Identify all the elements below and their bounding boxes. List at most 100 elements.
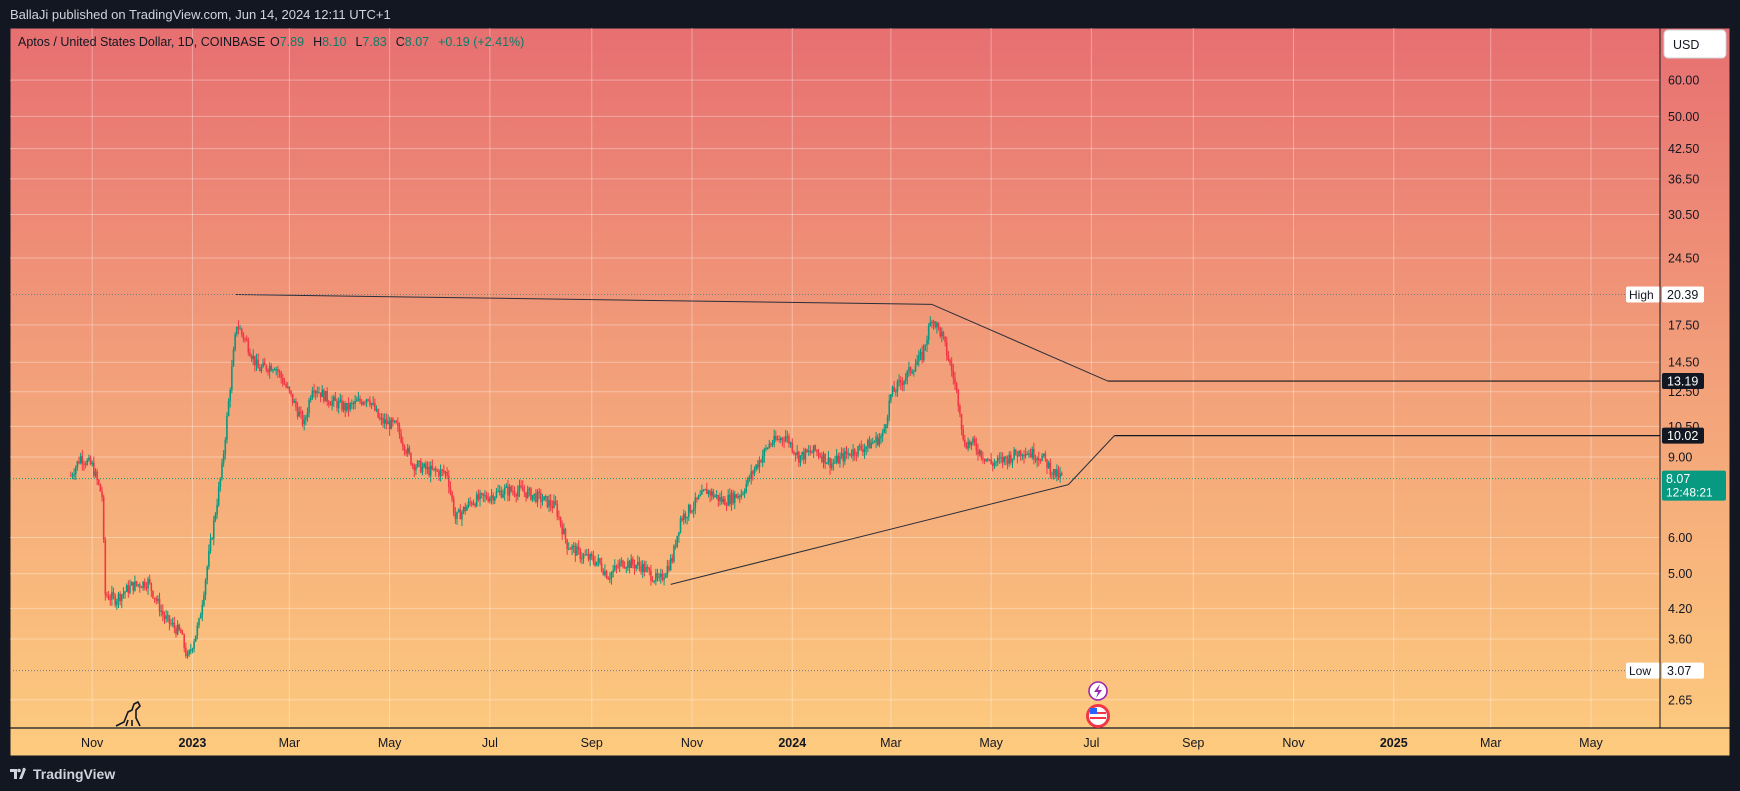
candle-body xyxy=(183,634,186,648)
candle-body xyxy=(273,369,276,371)
candle-body xyxy=(804,449,807,460)
candle-body xyxy=(231,366,233,391)
candle-body xyxy=(627,561,629,568)
candle-body xyxy=(117,593,120,602)
symbol-title: Aptos / United States Dollar, 1D, COINBA… xyxy=(18,35,265,49)
chart-background xyxy=(9,27,1731,757)
candle-body xyxy=(944,336,946,343)
candle-body xyxy=(839,456,841,464)
candle-body xyxy=(722,498,725,502)
currency-label[interactable]: USD xyxy=(1673,38,1699,52)
candle-body xyxy=(898,380,900,382)
candle-body xyxy=(275,369,278,371)
candle-body xyxy=(1056,469,1058,477)
candle-body xyxy=(867,439,869,447)
currency-button[interactable]: USD xyxy=(1663,29,1727,59)
split-event-icon[interactable] xyxy=(1088,681,1108,701)
candle-body xyxy=(863,448,866,453)
candle-body xyxy=(658,576,660,578)
level-label: 10.02 xyxy=(1667,429,1698,443)
candle-body xyxy=(543,496,545,501)
candle-body xyxy=(987,458,989,461)
candle-body xyxy=(116,601,118,605)
candle-body xyxy=(81,456,84,464)
candle-body xyxy=(487,498,490,502)
candle-body xyxy=(569,548,572,550)
trendline[interactable] xyxy=(1068,435,1115,485)
candle-body xyxy=(775,435,777,440)
candle-body xyxy=(73,474,75,476)
us-flag-event-icon[interactable] xyxy=(1086,704,1110,728)
candle-body xyxy=(454,513,457,519)
y-tick-label: 30.50 xyxy=(1668,208,1699,222)
candle-body xyxy=(697,495,700,500)
candle-body xyxy=(937,322,940,328)
candle-body xyxy=(684,513,687,519)
x-tick-label: 2023 xyxy=(179,736,207,750)
candle-body xyxy=(263,362,266,366)
candle-body xyxy=(817,451,820,456)
x-tick-label: Nov xyxy=(81,736,104,750)
candle-body xyxy=(70,475,72,477)
candle-body xyxy=(436,470,439,472)
candle-body xyxy=(420,460,422,473)
candle-body xyxy=(313,390,315,393)
candle-body xyxy=(577,546,580,550)
candle-body xyxy=(1034,459,1037,461)
candle-body xyxy=(590,554,593,557)
x-tick-label: Jul xyxy=(482,736,498,750)
candle-body xyxy=(114,595,116,605)
candle-body xyxy=(518,485,521,491)
trendline[interactable] xyxy=(670,484,1069,585)
candle-body xyxy=(1033,448,1035,460)
candle-body xyxy=(970,441,973,446)
candle-body xyxy=(78,461,80,464)
candle-body xyxy=(773,435,775,444)
candle-body xyxy=(175,628,177,635)
candle-body xyxy=(985,458,987,461)
candle-body xyxy=(401,442,404,446)
candle-body xyxy=(467,501,470,507)
candle-body xyxy=(1031,448,1034,458)
candle-body xyxy=(848,453,851,456)
candle-body xyxy=(628,561,631,568)
candle-body xyxy=(918,354,920,362)
candlestick-series xyxy=(70,316,1063,659)
trendline[interactable] xyxy=(235,294,932,305)
candle-body xyxy=(370,403,373,405)
x-tick-label: 2024 xyxy=(778,736,806,750)
candle-body xyxy=(303,419,305,425)
candle-body xyxy=(779,438,782,441)
candle-body xyxy=(548,500,550,508)
candle-body xyxy=(916,361,918,366)
candle-body xyxy=(541,500,544,502)
candle-body xyxy=(240,328,243,334)
candle-body xyxy=(321,389,324,398)
candle-body xyxy=(934,321,937,328)
candle-body xyxy=(374,402,376,411)
trendline[interactable] xyxy=(931,303,1109,382)
candle-body xyxy=(730,492,733,505)
candle-body xyxy=(669,558,672,571)
candle-body xyxy=(329,404,332,406)
price-axis[interactable] xyxy=(1659,27,1731,729)
candle-body xyxy=(512,491,514,493)
candle-body xyxy=(556,504,559,517)
level-label-box xyxy=(1662,373,1704,390)
candle-body xyxy=(1011,458,1014,463)
candle-body xyxy=(768,443,771,448)
candle-body xyxy=(352,403,355,405)
candle-body xyxy=(829,457,831,468)
candle-body xyxy=(758,460,761,468)
candle-body xyxy=(119,593,121,602)
candle-body xyxy=(354,400,356,404)
candle-body xyxy=(290,390,292,394)
change-value: +0.19 (+2.41%) xyxy=(438,35,524,49)
candle-body xyxy=(957,389,960,406)
candle-body xyxy=(1005,456,1007,459)
candle-body xyxy=(719,496,721,501)
candle-body xyxy=(714,496,716,498)
candle-body xyxy=(694,497,697,508)
candle-body xyxy=(79,456,82,464)
